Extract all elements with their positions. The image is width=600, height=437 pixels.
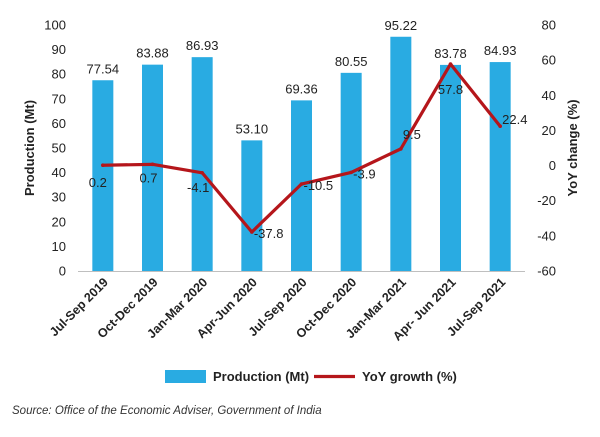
y-left-tick: 80: [52, 67, 66, 82]
yoy-point: [399, 147, 403, 151]
legend-swatch-production: [165, 370, 206, 383]
labels-layer: 77.54 83.88 86.93 53.10 69.36 80.55 95.22 83.78…: [87, 18, 528, 241]
yoy-point: [448, 62, 453, 66]
bar-data-label: 95.22: [385, 18, 418, 33]
production-bar: [142, 64, 163, 271]
legend-label-production: Production (Mt): [213, 369, 309, 384]
y-left-tick: 30: [52, 190, 66, 205]
source-note: Source: Office of the Economic Adviser, …: [12, 405, 322, 417]
line-data-label: -4.1: [187, 180, 209, 195]
legend-label-yoy: YoY growth (%): [362, 369, 457, 384]
bar-data-label: 53.10: [236, 121, 269, 136]
bar-data-label: 80.55: [335, 54, 368, 69]
yoy-point: [150, 162, 155, 167]
line-data-label: -3.9: [353, 166, 375, 181]
y-left-axis-title: Production (Mt): [22, 100, 37, 196]
y-left-tick: 70: [52, 91, 66, 106]
line-data-label: -37.8: [254, 226, 284, 241]
y-left-tick: 40: [52, 165, 66, 180]
y-right-tick: 40: [542, 88, 556, 103]
line-data-label: 9.5: [403, 127, 421, 142]
production-bar: [390, 36, 412, 271]
line-data-label: 0.7: [139, 170, 157, 185]
y-right-tick: 0: [549, 158, 556, 173]
yoy-point: [498, 124, 502, 129]
y-right-tick: 80: [542, 18, 556, 33]
line-data-label: 22.4: [502, 112, 527, 127]
line-data-label: 0.2: [89, 175, 107, 190]
bar-data-label: 84.93: [484, 43, 517, 58]
yoy-point: [101, 163, 105, 168]
bars-layer: [92, 36, 511, 272]
bar-data-label: 83.78: [434, 46, 467, 61]
y-right-tick: -40: [537, 228, 556, 243]
y-right-tick: -60: [537, 264, 556, 279]
yoy-point: [200, 170, 204, 175]
y-right-tick: 60: [542, 53, 556, 68]
y-left-tick: 0: [59, 264, 66, 279]
yoy-point: [250, 230, 254, 234]
y-right-tick: 20: [542, 123, 556, 138]
line-data-label: 57.8: [438, 82, 463, 97]
y-right-axis-title: YoY change (%): [565, 99, 580, 196]
y-left-tick: 10: [52, 239, 66, 254]
yoy-point: [299, 182, 304, 186]
y-left-tick: 50: [52, 141, 66, 156]
y-left-tick: 100: [44, 18, 66, 33]
y-left-tick: 90: [52, 42, 66, 57]
bar-data-label: 77.54: [87, 61, 120, 76]
bar-data-label: 69.36: [285, 81, 318, 96]
bar-data-label: 86.93: [186, 38, 219, 53]
legend: Production (Mt) YoY growth (%): [165, 369, 457, 384]
production-bar: [191, 57, 213, 272]
line-layer: [101, 62, 502, 234]
production-bar: [440, 64, 461, 271]
y-left-tick: 60: [52, 116, 66, 131]
yoy-point: [349, 170, 353, 175]
y-left-tick: 20: [52, 214, 66, 229]
chart: 0 10 20 30 40 50 60 70 80 90 100 -60 -40 -20 0 20 40 60 80…: [22, 18, 580, 385]
line-data-label: -10.5: [304, 178, 334, 193]
bar-data-label: 83.88: [136, 46, 169, 61]
production-bar: [489, 62, 511, 271]
y-right-tick: -20: [537, 193, 556, 208]
production-bar: [92, 80, 114, 271]
production-bar: [241, 140, 263, 271]
